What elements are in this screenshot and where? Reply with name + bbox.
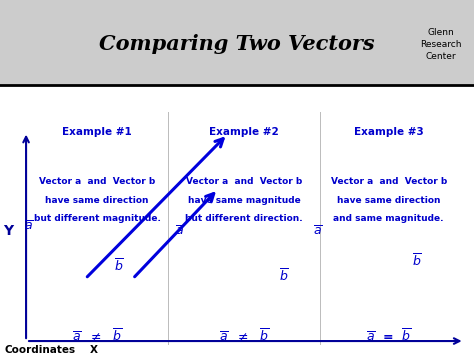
Text: has both: has both [151,91,232,105]
Text: and: and [321,91,361,105]
Text: but different magnitude.: but different magnitude. [34,214,161,224]
Text: but different direction.: but different direction. [185,214,303,224]
Text: A: A [10,91,27,105]
Text: X: X [90,345,98,355]
Text: have same magnitude: have same magnitude [188,196,301,205]
Text: Vector a  and  Vector b: Vector a and Vector b [186,177,302,186]
Text: $\overline{a}$: $\overline{a}$ [313,225,322,238]
Text: Comparing Two Vectors: Comparing Two Vectors [99,35,375,54]
Text: $\overline{a}$  =  $\overline{b}$: $\overline{a}$ = $\overline{b}$ [366,328,411,345]
Text: NASA: NASA [22,43,56,53]
Text: $\overline{a}$  $\neq$  $\overline{b}$: $\overline{a}$ $\neq$ $\overline{b}$ [219,328,269,345]
Text: $\overline{b}$: $\overline{b}$ [280,268,289,284]
Text: Y: Y [3,224,14,239]
Text: $\overline{a}$: $\overline{a}$ [175,225,185,238]
Text: magnitude: magnitude [232,91,321,105]
Text: and same magnitude.: and same magnitude. [333,214,444,224]
Text: $\overline{b}$: $\overline{b}$ [114,258,123,274]
Text: direction.: direction. [361,91,441,105]
Text: Example #2: Example #2 [209,127,279,137]
Text: have same direction: have same direction [337,196,440,205]
Text: Coordinates: Coordinates [5,345,76,355]
Text: $\overline{a}$  $\neq$  $\overline{b}$: $\overline{a}$ $\neq$ $\overline{b}$ [72,328,122,345]
Text: Example #3: Example #3 [354,127,424,137]
Text: Example #1: Example #1 [62,127,132,137]
Text: $\overline{b}$: $\overline{b}$ [412,253,422,269]
Text: Glenn
Research
Center: Glenn Research Center [420,28,462,61]
FancyArrow shape [11,39,66,46]
Text: Vector a  and  Vector b: Vector a and Vector b [39,177,155,186]
Text: have same direction: have same direction [46,196,149,205]
Circle shape [7,10,72,75]
Text: $\overline{a}$: $\overline{a}$ [24,220,33,233]
Text: vector quantity: vector quantity [27,91,151,105]
Text: Vector a  and  Vector b: Vector a and Vector b [330,177,447,186]
